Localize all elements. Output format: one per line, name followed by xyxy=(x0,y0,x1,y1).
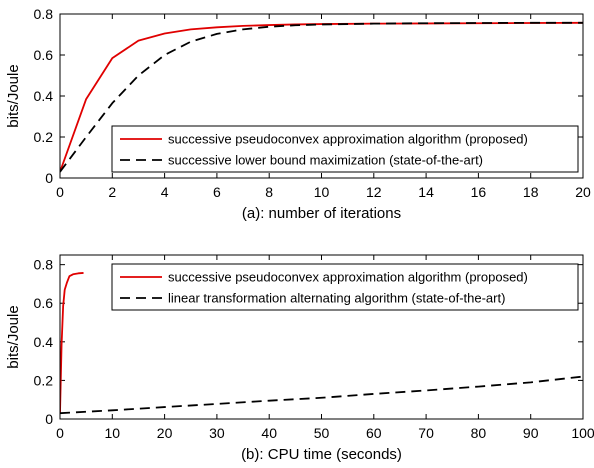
plot-a-x-tick-label: 2 xyxy=(108,184,116,200)
plot-b-legend: successive pseudoconvex approximation al… xyxy=(111,263,579,311)
plot-b-x-tick-label: 100 xyxy=(571,425,594,441)
plot-b-x-tick-label: 0 xyxy=(56,425,64,441)
plot-a-y-tick-label: 0.2 xyxy=(34,129,54,145)
plot-b-x-tick-label: 80 xyxy=(471,425,487,441)
plot-a-axes-frame xyxy=(59,13,584,179)
plot-b-x-tick-label: 40 xyxy=(261,425,277,441)
plot-b-y-tick-label: 0 xyxy=(45,411,53,427)
plot-b-axes-frame xyxy=(59,254,584,420)
plot-b-series-2-line xyxy=(60,375,583,415)
plot-a-x-tick-label: 18 xyxy=(523,184,539,200)
plot-b-series-group xyxy=(60,272,583,415)
plot-a-y-tick-label: 0 xyxy=(45,170,53,186)
plot-b-x-tick-label: 70 xyxy=(418,425,434,441)
plot-b-y-tick-label: 0.8 xyxy=(34,257,54,273)
plot-b-legend-label-1: successive pseudoconvex approximation al… xyxy=(168,270,528,285)
plot-b-series-1-line xyxy=(60,272,84,414)
plot-b: 0 10 20 30 40 50 60 70 80 90 100 0 0.2 0.4 0.6 0.8 (b): … xyxy=(5,254,594,463)
plot-b-y-tick-label: 0.6 xyxy=(34,295,54,311)
plot-b-legend-box xyxy=(111,263,579,311)
plot-a-x-tick-label: 4 xyxy=(161,184,169,200)
plot-a: 0 2 4 6 8 10 12 14 16 18 20 0 0.2 0.4 0.6 0.8 (a): numbe… xyxy=(5,6,591,222)
plot-a-legend: successive pseudoconvex approximation al… xyxy=(111,125,579,173)
plot-a-x-axis-label: (a): number of iterations xyxy=(242,205,401,222)
plot-a-x-tick-label: 14 xyxy=(418,184,434,200)
plot-a-x-tick-label: 6 xyxy=(213,184,221,200)
plot-a-legend-box xyxy=(111,125,579,173)
plot-a-x-tick-label: 20 xyxy=(575,184,591,200)
plot-a-legend-label-1: successive pseudoconvex approximation al… xyxy=(168,132,528,147)
plot-b-x-tick-label: 60 xyxy=(366,425,382,441)
plot-a-x-tick-label: 10 xyxy=(314,184,330,200)
plot-a-x-tick-label: 8 xyxy=(265,184,273,200)
plot-b-y-tick-label: 0.4 xyxy=(34,334,54,350)
plot-a-y-tick-label: 0.8 xyxy=(34,6,54,22)
plot-b-y-axis-label: bits/Joule xyxy=(5,305,22,368)
plot-a-legend-label-2: successive lower bound maximization (sta… xyxy=(168,153,483,168)
plot-a-x-tick-label: 12 xyxy=(366,184,382,200)
plot-a-x-tick-label: 16 xyxy=(471,184,487,200)
plot-b-x-tick-label: 90 xyxy=(523,425,539,441)
plot-b-legend-label-2: linear transformation alternating algori… xyxy=(168,291,505,306)
plot-b-x-tick-label: 30 xyxy=(209,425,225,441)
plot-b-x-tick-label: 50 xyxy=(314,425,330,441)
plot-a-y-tick-label: 0.6 xyxy=(34,47,54,63)
plot-b-x-axis-label: (b): CPU time (seconds) xyxy=(241,446,402,463)
plot-a-y-axis-label: bits/Joule xyxy=(5,64,22,127)
plot-b-x-tick-label: 10 xyxy=(105,425,121,441)
plot-a-series-2-line xyxy=(60,21,583,173)
plot-a-x-tick-label: 0 xyxy=(56,184,64,200)
plot-a-series-group xyxy=(60,21,583,173)
plot-a-y-tick-label: 0.4 xyxy=(34,88,54,104)
plot-b-y-tick-label: 0.2 xyxy=(34,372,54,388)
plot-b-x-tick-label: 20 xyxy=(157,425,173,441)
